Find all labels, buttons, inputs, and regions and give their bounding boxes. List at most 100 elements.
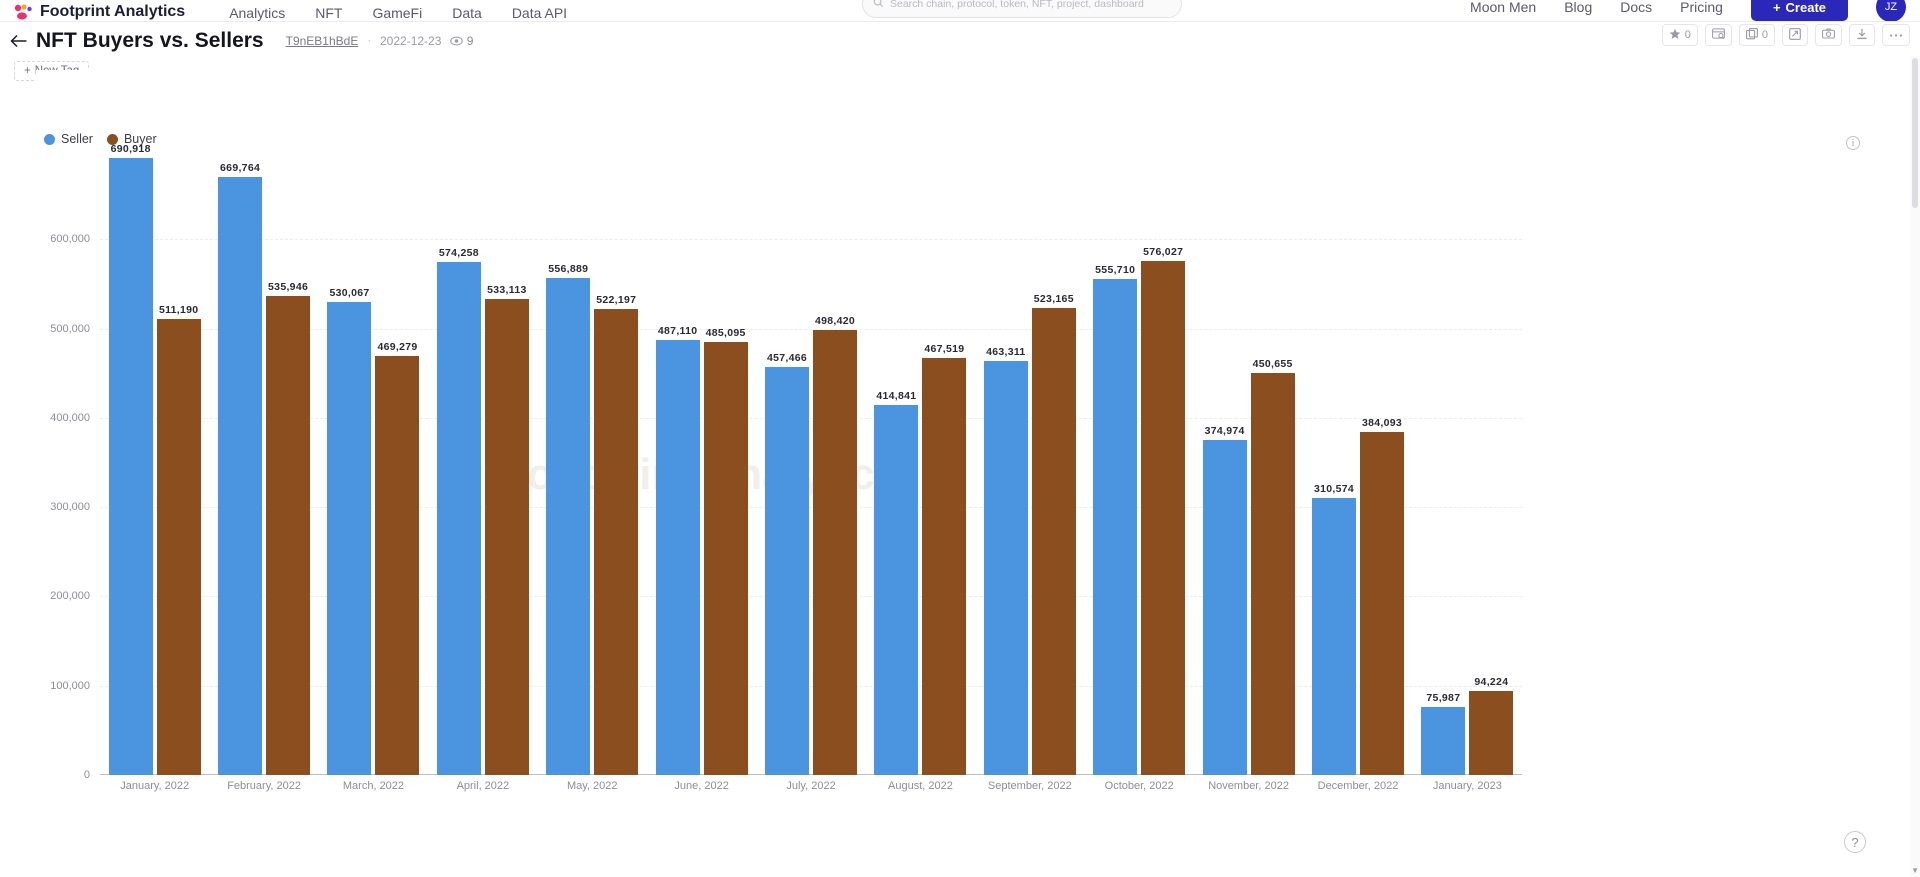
bar-buyer[interactable]: 511,190: [156, 304, 201, 775]
bar-seller[interactable]: 75,987: [1421, 692, 1466, 775]
favorite-count: 0: [1684, 29, 1691, 41]
table-query-icon: [1711, 27, 1725, 43]
bar-group: 457,466 498,420: [756, 150, 865, 775]
bar-seller[interactable]: 690,918: [108, 143, 153, 775]
bar-group: 669,764 535,946: [209, 150, 318, 775]
bar-seller[interactable]: 374,974: [1202, 425, 1247, 775]
nav-link-nft[interactable]: NFT: [315, 5, 343, 21]
bar-seller[interactable]: 555,710: [1093, 264, 1138, 775]
dashboard-id-link[interactable]: T9nEB1hBdE: [285, 34, 359, 48]
x-axis-tick-label: May, 2022: [566, 780, 618, 792]
y-axis-tick-label: 500,000: [50, 322, 90, 335]
bar-buyer[interactable]: 576,027: [1141, 246, 1186, 775]
gridline: [100, 507, 1522, 509]
nav-link-analytics[interactable]: Analytics: [229, 5, 286, 21]
back-arrow-icon[interactable]: [8, 30, 30, 52]
created-date: 2022-12-23: [380, 34, 442, 48]
nav-link-gamefi[interactable]: GameFi: [372, 5, 423, 21]
bar-buyer[interactable]: 522,197: [594, 294, 639, 775]
favorite-button[interactable]: 0: [1661, 24, 1698, 46]
nav-link-data[interactable]: Data: [452, 5, 482, 21]
bar-group: 574,258 533,113: [428, 150, 537, 775]
y-axis-tick-label: 600,000: [50, 233, 90, 246]
gridline: [100, 239, 1522, 241]
bar-seller[interactable]: 530,067: [327, 287, 372, 775]
info-icon[interactable]: i: [1846, 136, 1860, 150]
bar-value-label: 310,574: [1313, 482, 1355, 495]
bar-buyer[interactable]: 94,224: [1469, 676, 1514, 775]
bar-buyer[interactable]: 498,420: [813, 315, 858, 775]
brand-logo[interactable]: Footprint Analytics: [14, 3, 185, 21]
bar-seller[interactable]: 574,258: [436, 247, 481, 775]
help-icon[interactable]: ?: [1844, 831, 1866, 853]
bar-buyer[interactable]: 523,165: [1031, 293, 1076, 775]
download-button[interactable]: [1849, 24, 1875, 46]
bar-seller[interactable]: 414,841: [874, 390, 919, 775]
bar-buyer[interactable]: 535,946: [266, 281, 311, 775]
search-icon: [873, 0, 884, 13]
ellipsis-icon: [1889, 29, 1903, 41]
bar-buyer[interactable]: 469,279: [375, 341, 420, 775]
x-axis-tick-label: March, 2022: [342, 780, 405, 792]
bar-seller[interactable]: 487,110: [655, 325, 700, 775]
create-button[interactable]: + Create: [1750, 0, 1848, 21]
footprint-logo-icon: [14, 4, 34, 20]
legend-item-buyer[interactable]: Buyer: [106, 132, 157, 146]
plus-icon: +: [24, 65, 31, 77]
chart-plot-area: 0 100,000 200,000 300,000 400,000 500,000 600,…: [50, 143, 1522, 781]
x-axis-tick-label: July, 2022: [786, 780, 836, 792]
duplicate-button[interactable]: 0: [1738, 24, 1775, 46]
bar-seller[interactable]: 310,574: [1311, 483, 1356, 775]
query-button[interactable]: [1704, 24, 1732, 46]
bar-value-label: 487,110: [657, 325, 698, 338]
bar-buyer[interactable]: 467,519: [922, 343, 967, 775]
view-count: 9: [450, 34, 473, 48]
scroll-down-arrow-icon[interactable]: ▼: [1911, 866, 1919, 875]
bar-value-label: 374,974: [1204, 425, 1245, 438]
open-external-button[interactable]: [1782, 24, 1808, 46]
bar-seller[interactable]: 463,311: [983, 346, 1028, 775]
bar-group: 310,574 384,093: [1303, 150, 1412, 775]
header-toolbar: 0 0: [1661, 24, 1910, 46]
more-options-button[interactable]: [1882, 24, 1910, 46]
bar-buyer[interactable]: 485,095: [703, 327, 748, 775]
bar-group: 530,067 469,279: [319, 150, 428, 775]
nav-link-moon-men[interactable]: Moon Men: [1470, 0, 1537, 15]
bar-group: 555,710 576,027: [1085, 150, 1194, 775]
nav-link-blog[interactable]: Blog: [1564, 0, 1593, 15]
x-axis-tick-label: April, 2022: [456, 780, 510, 792]
bar-buyer[interactable]: 533,113: [484, 284, 529, 775]
bar-value-label: 75,987: [1426, 692, 1461, 705]
global-search-input[interactable]: Search chain, protocol, token, NFT, proj…: [862, 0, 1182, 18]
page-title: NFT Buyers vs. Sellers: [36, 29, 264, 52]
top-navigation-bar: Footprint Analytics Analytics NFT GameFi…: [0, 0, 1920, 22]
snapshot-button[interactable]: [1815, 24, 1842, 46]
x-axis-tick-label: November, 2022: [1208, 780, 1289, 792]
x-axis-tick-label: February, 2022: [227, 780, 301, 792]
bar-group: 463,311 523,165: [975, 150, 1084, 775]
scrollbar-thumb[interactable]: [1912, 58, 1918, 208]
legend-item-seller[interactable]: Seller: [44, 132, 93, 146]
bar-value-label: 463,311: [986, 346, 1026, 359]
bar-group: 487,110 485,095: [647, 150, 756, 775]
page-scrollbar[interactable]: ▲ ▼: [1910, 56, 1920, 877]
avatar[interactable]: JZ: [1876, 0, 1906, 21]
chart-legend: Seller Buyer: [44, 132, 157, 146]
bar-value-label: 535,946: [268, 281, 309, 294]
bar-seller[interactable]: 669,764: [218, 162, 263, 775]
create-button-label: Create: [1785, 0, 1826, 15]
nav-link-docs[interactable]: Docs: [1620, 0, 1653, 15]
bar-seller[interactable]: 556,889: [546, 263, 591, 775]
y-axis-tick-label: 200,000: [50, 590, 90, 603]
bar-seller[interactable]: 457,466: [765, 352, 810, 775]
x-axis-tick-label: August, 2022: [888, 780, 953, 792]
bar-buyer[interactable]: 384,093: [1359, 417, 1404, 775]
nav-link-data-api[interactable]: Data API: [511, 5, 568, 21]
bar-buyer[interactable]: 450,655: [1250, 358, 1295, 775]
x-axis-tick-label: September, 2022: [987, 780, 1072, 792]
nav-link-pricing[interactable]: Pricing: [1680, 0, 1723, 15]
legend-swatch-icon: [106, 133, 118, 145]
y-axis-tick-label: 400,000: [50, 411, 90, 424]
bar-value-label: 522,197: [596, 293, 637, 306]
